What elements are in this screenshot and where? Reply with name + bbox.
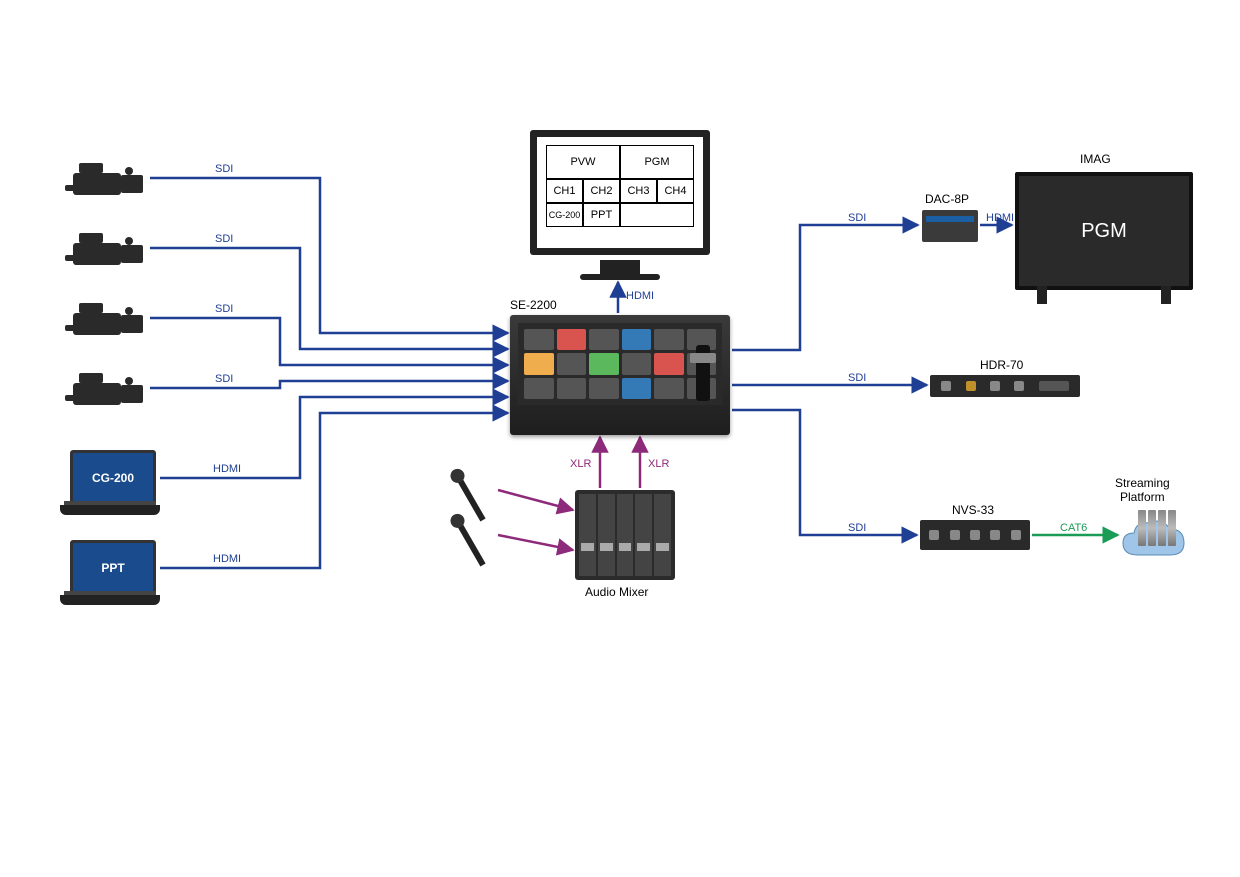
camera-3 [65, 295, 150, 345]
edge-label-sw-dac: SDI [848, 212, 866, 224]
edge-label-cam2-sw: SDI [215, 233, 233, 245]
multiview-pvw: PVW [546, 145, 620, 179]
edge-label-ppt-sw: HDMI [213, 553, 241, 565]
multiview-ppt: PPT [583, 203, 620, 227]
edge-label-cam3-sw: SDI [215, 303, 233, 315]
edge-label-mixer-sw-l: XLR [570, 458, 591, 470]
multiview-cg200: CG-200 [546, 203, 583, 227]
edge-label-sw-monitor: HDMI [626, 290, 654, 302]
edge-mic2-mixer [498, 535, 573, 550]
multiview-grid: PVW PGM CH1 CH2 CH3 CH4 CG-200 PPT [546, 145, 694, 227]
multiview-pgm: PGM [620, 145, 694, 179]
edge-label-cg-sw: HDMI [213, 463, 241, 475]
edge-label-dac-imag: HDMI [986, 212, 1014, 224]
laptop-ppt-label: PPT [70, 540, 156, 596]
dac8p-label: DAC-8P [925, 192, 969, 206]
edge-cam4-sw [150, 381, 508, 388]
imag-screen: PGM [1015, 172, 1193, 290]
switcher-label: SE-2200 [510, 298, 557, 312]
hdr70-device [930, 375, 1080, 397]
switcher-se2200 [510, 315, 730, 435]
camera-2 [65, 225, 150, 275]
edge-cam3-sw [150, 318, 508, 365]
server-icons [1138, 510, 1176, 546]
dac8p-device [922, 210, 978, 242]
audio-mixer [575, 490, 675, 580]
edge-mic1-mixer [498, 490, 573, 510]
laptop-cg200-label: CG-200 [70, 450, 156, 506]
audio-mixer-label: Audio Mixer [585, 585, 648, 599]
multiview-ch2: CH2 [583, 179, 620, 203]
hdr70-label: HDR-70 [980, 358, 1023, 372]
edge-sw-nvs [732, 410, 917, 535]
edge-label-sw-hdr: SDI [848, 372, 866, 384]
edge-label-sw-nvs: SDI [848, 522, 866, 534]
edge-cam1-sw [150, 178, 508, 333]
multiview-ch3: CH3 [620, 179, 657, 203]
imag-screen-text: PGM [1081, 220, 1127, 243]
edge-label-nvs-stream: CAT6 [1060, 522, 1087, 534]
camera-4 [65, 365, 150, 415]
nvs33-label: NVS-33 [952, 503, 994, 517]
camera-1 [65, 155, 150, 205]
laptop-cg200: CG-200 [60, 450, 160, 515]
multiview-ch4: CH4 [657, 179, 694, 203]
nvs33-device [920, 520, 1030, 550]
laptop-ppt: PPT [60, 540, 160, 605]
edge-label-mixer-sw-r: XLR [648, 458, 669, 470]
streaming-label: Streaming Platform [1115, 476, 1170, 505]
edge-label-cam4-sw: SDI [215, 373, 233, 385]
edge-label-cam1-sw: SDI [215, 163, 233, 175]
imag-label: IMAG [1080, 152, 1111, 166]
multiview-ch1: CH1 [546, 179, 583, 203]
edge-ppt-sw [160, 413, 508, 568]
edge-sw-dac [732, 225, 918, 350]
multiview-blank [620, 203, 694, 227]
